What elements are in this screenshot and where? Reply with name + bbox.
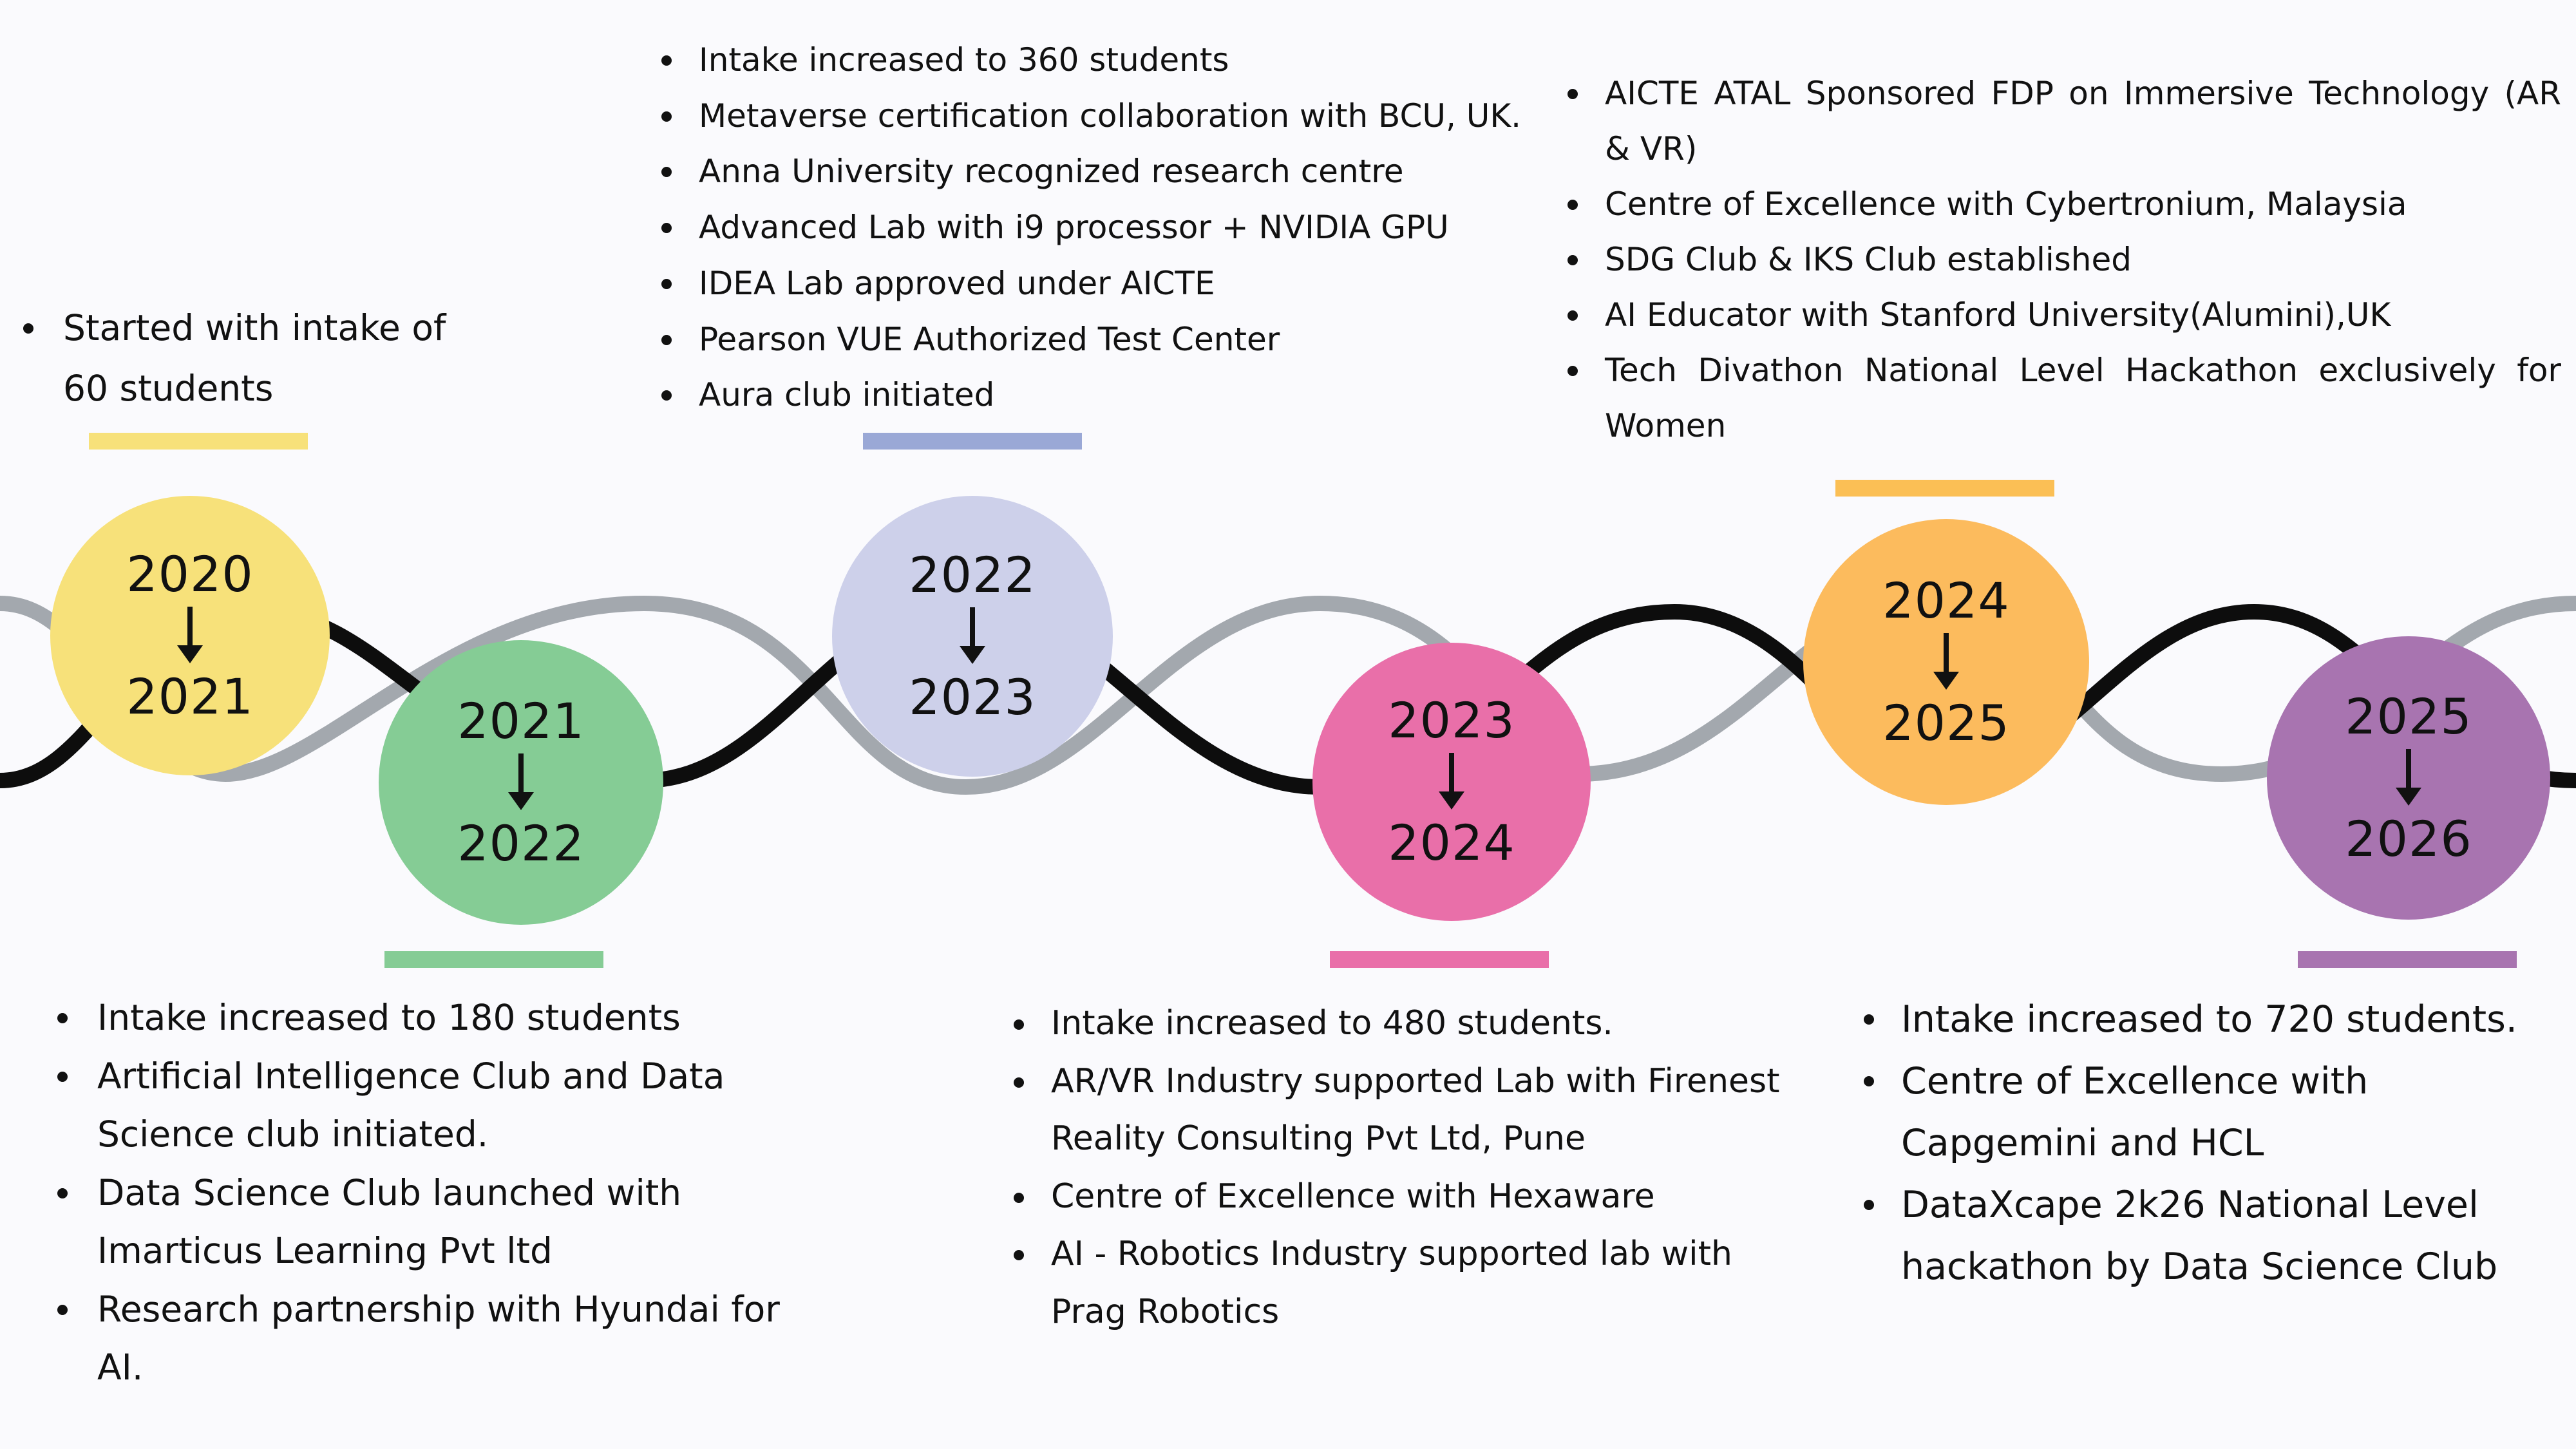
start-year: 2025 [2345,688,2472,745]
milestone-item: DataXcape 2k26 National Level hackathon … [1864,1174,2558,1298]
milestone-item: Intake increased to 180 students [57,989,780,1047]
year-circle-2024: 2024 2025 [1803,519,2089,805]
milestones-2022-2023: Intake increased to 360 students Metaver… [661,32,1549,423]
accent-bar-2024 [1835,480,2054,497]
milestone-item: AI Educator with Stanford University(Alu… [1567,287,2561,343]
end-year: 2023 [909,668,1036,726]
milestone-item: SDG Club & IKS Club established [1567,232,2561,287]
milestone-item: Pearson VUE Authorized Test Center [661,312,1549,368]
year-circle-2025: 2025 2026 [2267,636,2550,920]
arrow-down-icon [1933,633,1959,690]
accent-bar-2021 [384,951,603,968]
milestone-item: IDEA Lab approved under AICTE [661,256,1549,312]
milestone-item: Centre of Excellence with Cybertronium, … [1567,176,2561,232]
arrow-down-icon [2396,749,2421,806]
end-year: 2022 [457,815,585,872]
year-circle-2023: 2023 2024 [1312,643,1591,921]
arrow-down-icon [177,607,203,663]
milestone-item: Advanced Lab with i9 processor + NVIDIA … [661,200,1549,256]
light-wave [0,591,2576,795]
milestone-item: Intake increased to 480 students. [1014,995,1811,1053]
arrow-down-icon [508,753,534,810]
milestone-item: Intake increased to 720 students. [1864,989,2558,1050]
start-year: 2020 [126,545,254,603]
start-year: 2022 [909,546,1036,603]
milestone-item: Intake increased to 360 students [661,32,1549,88]
accent-bar-2025 [2298,951,2517,968]
accent-bar-2023 [1330,951,1549,968]
milestone-item: AR/VR Industry supported Lab with Firene… [1014,1053,1811,1168]
milestone-item: Research partnership with Hyundai for AI… [57,1280,780,1397]
end-year: 2026 [2345,810,2472,867]
milestones-2025-2026: Intake increased to 720 students. Centre… [1864,989,2558,1298]
accent-bar-2022 [863,433,1082,450]
milestone-item: Metaverse certification collaboration wi… [661,88,1549,144]
end-year: 2024 [1388,814,1515,871]
start-year: 2021 [457,692,585,750]
milestone-item: AI - Robotics Industry supported lab wit… [1014,1226,1811,1341]
end-year: 2021 [126,668,254,725]
milestone-item: Centre of Excellence with Capgemini and … [1864,1050,2558,1174]
milestones-2021-2022: Intake increased to 180 students Artific… [57,989,780,1397]
milestone-item: AICTE ATAL Sponsored FDP on Immersive Te… [1567,66,2561,176]
milestone-item: Started with intake of 60 students [23,298,462,419]
year-circle-2021: 2021 2022 [379,640,663,925]
milestone-item: Tech Divathon National Level Hackathon e… [1567,343,2561,453]
milestone-item: Artificial Intelligence Club and Data Sc… [57,1047,780,1164]
milestones-2020-2021: Started with intake of 60 students [23,298,462,419]
milestone-item: Data Science Club launched with Imarticu… [57,1164,780,1280]
start-year: 2023 [1388,692,1515,749]
milestones-2024-2025: AICTE ATAL Sponsored FDP on Immersive Te… [1567,66,2561,453]
arrow-down-icon [1439,753,1464,810]
year-circle-2022: 2022 2023 [832,496,1113,777]
start-year: 2024 [1882,572,2010,629]
milestone-item: Centre of Excellence with Hexaware [1014,1168,1811,1226]
milestone-item: Aura club initiated [661,367,1549,423]
accent-bar-2020 [89,433,308,450]
milestone-item: Anna University recognized research cent… [661,144,1549,200]
year-circle-2020: 2020 2021 [50,496,330,775]
arrow-down-icon [960,607,985,664]
end-year: 2025 [1882,694,2010,752]
milestones-2023-2024: Intake increased to 480 students. AR/VR … [1014,995,1811,1341]
